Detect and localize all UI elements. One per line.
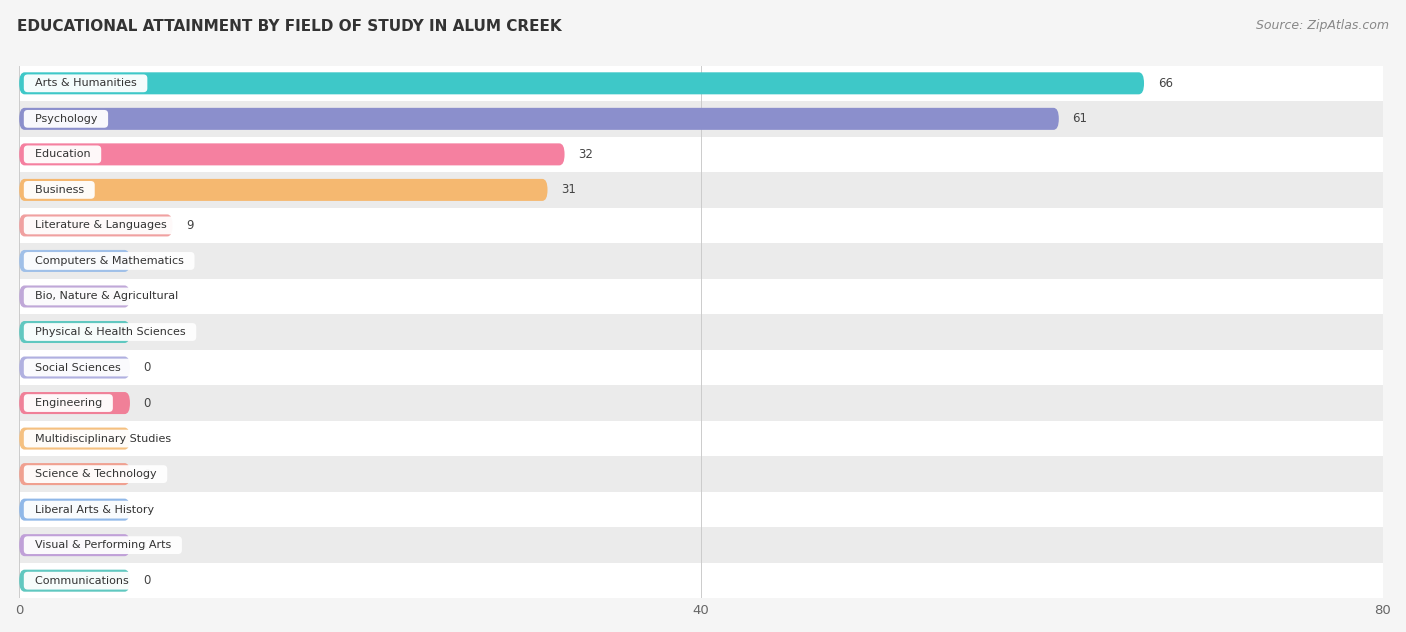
FancyBboxPatch shape (20, 250, 129, 272)
FancyBboxPatch shape (20, 499, 129, 521)
Text: 0: 0 (143, 468, 150, 480)
Text: Physical & Health Sciences: Physical & Health Sciences (28, 327, 193, 337)
Bar (20, 172, 1382, 208)
Text: 61: 61 (1073, 112, 1087, 125)
FancyBboxPatch shape (20, 534, 129, 556)
FancyBboxPatch shape (20, 569, 129, 592)
Text: 0: 0 (143, 574, 150, 587)
Bar (20, 456, 1382, 492)
Bar (20, 66, 1382, 101)
Text: 0: 0 (143, 290, 150, 303)
Bar (20, 314, 1382, 349)
FancyBboxPatch shape (20, 356, 129, 379)
Bar (20, 137, 1382, 172)
Text: EDUCATIONAL ATTAINMENT BY FIELD OF STUDY IN ALUM CREEK: EDUCATIONAL ATTAINMENT BY FIELD OF STUDY… (17, 19, 561, 34)
Text: 32: 32 (578, 148, 593, 161)
FancyBboxPatch shape (20, 286, 129, 308)
Text: Engineering: Engineering (28, 398, 108, 408)
Bar (20, 492, 1382, 527)
Text: Computers & Mathematics: Computers & Mathematics (28, 256, 191, 266)
Bar (20, 279, 1382, 314)
Text: Business: Business (28, 185, 91, 195)
Bar (20, 527, 1382, 563)
FancyBboxPatch shape (20, 428, 129, 449)
Text: Bio, Nature & Agricultural: Bio, Nature & Agricultural (28, 291, 186, 301)
Text: 31: 31 (561, 183, 576, 197)
Text: 0: 0 (143, 503, 150, 516)
Text: Liberal Arts & History: Liberal Arts & History (28, 504, 160, 514)
Text: 0: 0 (143, 396, 150, 410)
Bar (20, 386, 1382, 421)
Bar (20, 208, 1382, 243)
Text: 9: 9 (186, 219, 194, 232)
Bar (20, 421, 1382, 456)
Bar (20, 101, 1382, 137)
Text: Source: ZipAtlas.com: Source: ZipAtlas.com (1256, 19, 1389, 32)
Text: Science & Technology: Science & Technology (28, 469, 163, 479)
Text: 0: 0 (143, 432, 150, 445)
Bar (20, 349, 1382, 386)
Text: Education: Education (28, 149, 97, 159)
Text: Visual & Performing Arts: Visual & Performing Arts (28, 540, 179, 550)
FancyBboxPatch shape (20, 108, 1059, 130)
Bar (20, 243, 1382, 279)
Text: 66: 66 (1157, 77, 1173, 90)
FancyBboxPatch shape (20, 392, 129, 414)
Text: Communications: Communications (28, 576, 135, 586)
Text: Social Sciences: Social Sciences (28, 363, 128, 372)
Text: 0: 0 (143, 361, 150, 374)
FancyBboxPatch shape (20, 321, 129, 343)
FancyBboxPatch shape (20, 143, 565, 166)
Text: 0: 0 (143, 325, 150, 339)
FancyBboxPatch shape (20, 214, 173, 236)
FancyBboxPatch shape (20, 179, 547, 201)
Text: Psychology: Psychology (28, 114, 104, 124)
FancyBboxPatch shape (20, 72, 1144, 94)
Text: 0: 0 (143, 255, 150, 267)
Text: Multidisciplinary Studies: Multidisciplinary Studies (28, 434, 177, 444)
Text: Arts & Humanities: Arts & Humanities (28, 78, 143, 88)
Bar (20, 563, 1382, 599)
FancyBboxPatch shape (20, 463, 129, 485)
Text: Literature & Languages: Literature & Languages (28, 221, 173, 231)
Text: 0: 0 (143, 538, 150, 552)
